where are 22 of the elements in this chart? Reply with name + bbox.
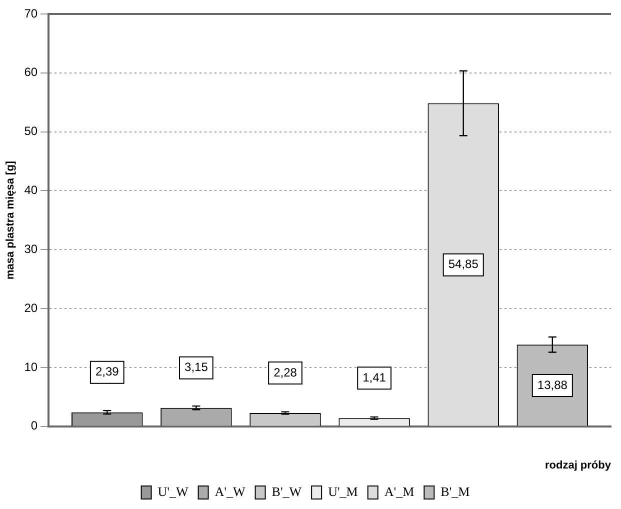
y-tick-label: 20 <box>24 300 38 315</box>
y-tick-label: 10 <box>24 360 38 374</box>
legend-label: A'_M <box>384 484 415 499</box>
y-axis-title: masa plastra mięsa [g] <box>4 160 17 280</box>
y-tick-label: 30 <box>24 242 38 256</box>
legend-label: B'_W <box>272 484 302 499</box>
x-axis-title: rodzaj próby <box>544 459 612 472</box>
y-tick-label: 40 <box>24 183 38 198</box>
y-tick-label: 50 <box>24 124 38 138</box>
data-label: 3,15 <box>184 360 208 374</box>
legend-label: U'_M <box>328 484 358 499</box>
data-label: 1,41 <box>362 370 386 384</box>
y-tick-label: 60 <box>24 65 38 80</box>
data-label: 2,39 <box>95 364 120 379</box>
data-label: 54,85 <box>448 257 479 272</box>
legend-label: B'_M <box>440 484 470 499</box>
legend-label: U'_W <box>158 484 190 499</box>
y-tick-label: 0 <box>30 418 38 433</box>
y-tick-label: 70 <box>24 6 38 20</box>
data-label: 2,28 <box>274 365 298 380</box>
legend-label: A'_W <box>214 484 246 499</box>
data-label: 13,88 <box>537 378 568 392</box>
